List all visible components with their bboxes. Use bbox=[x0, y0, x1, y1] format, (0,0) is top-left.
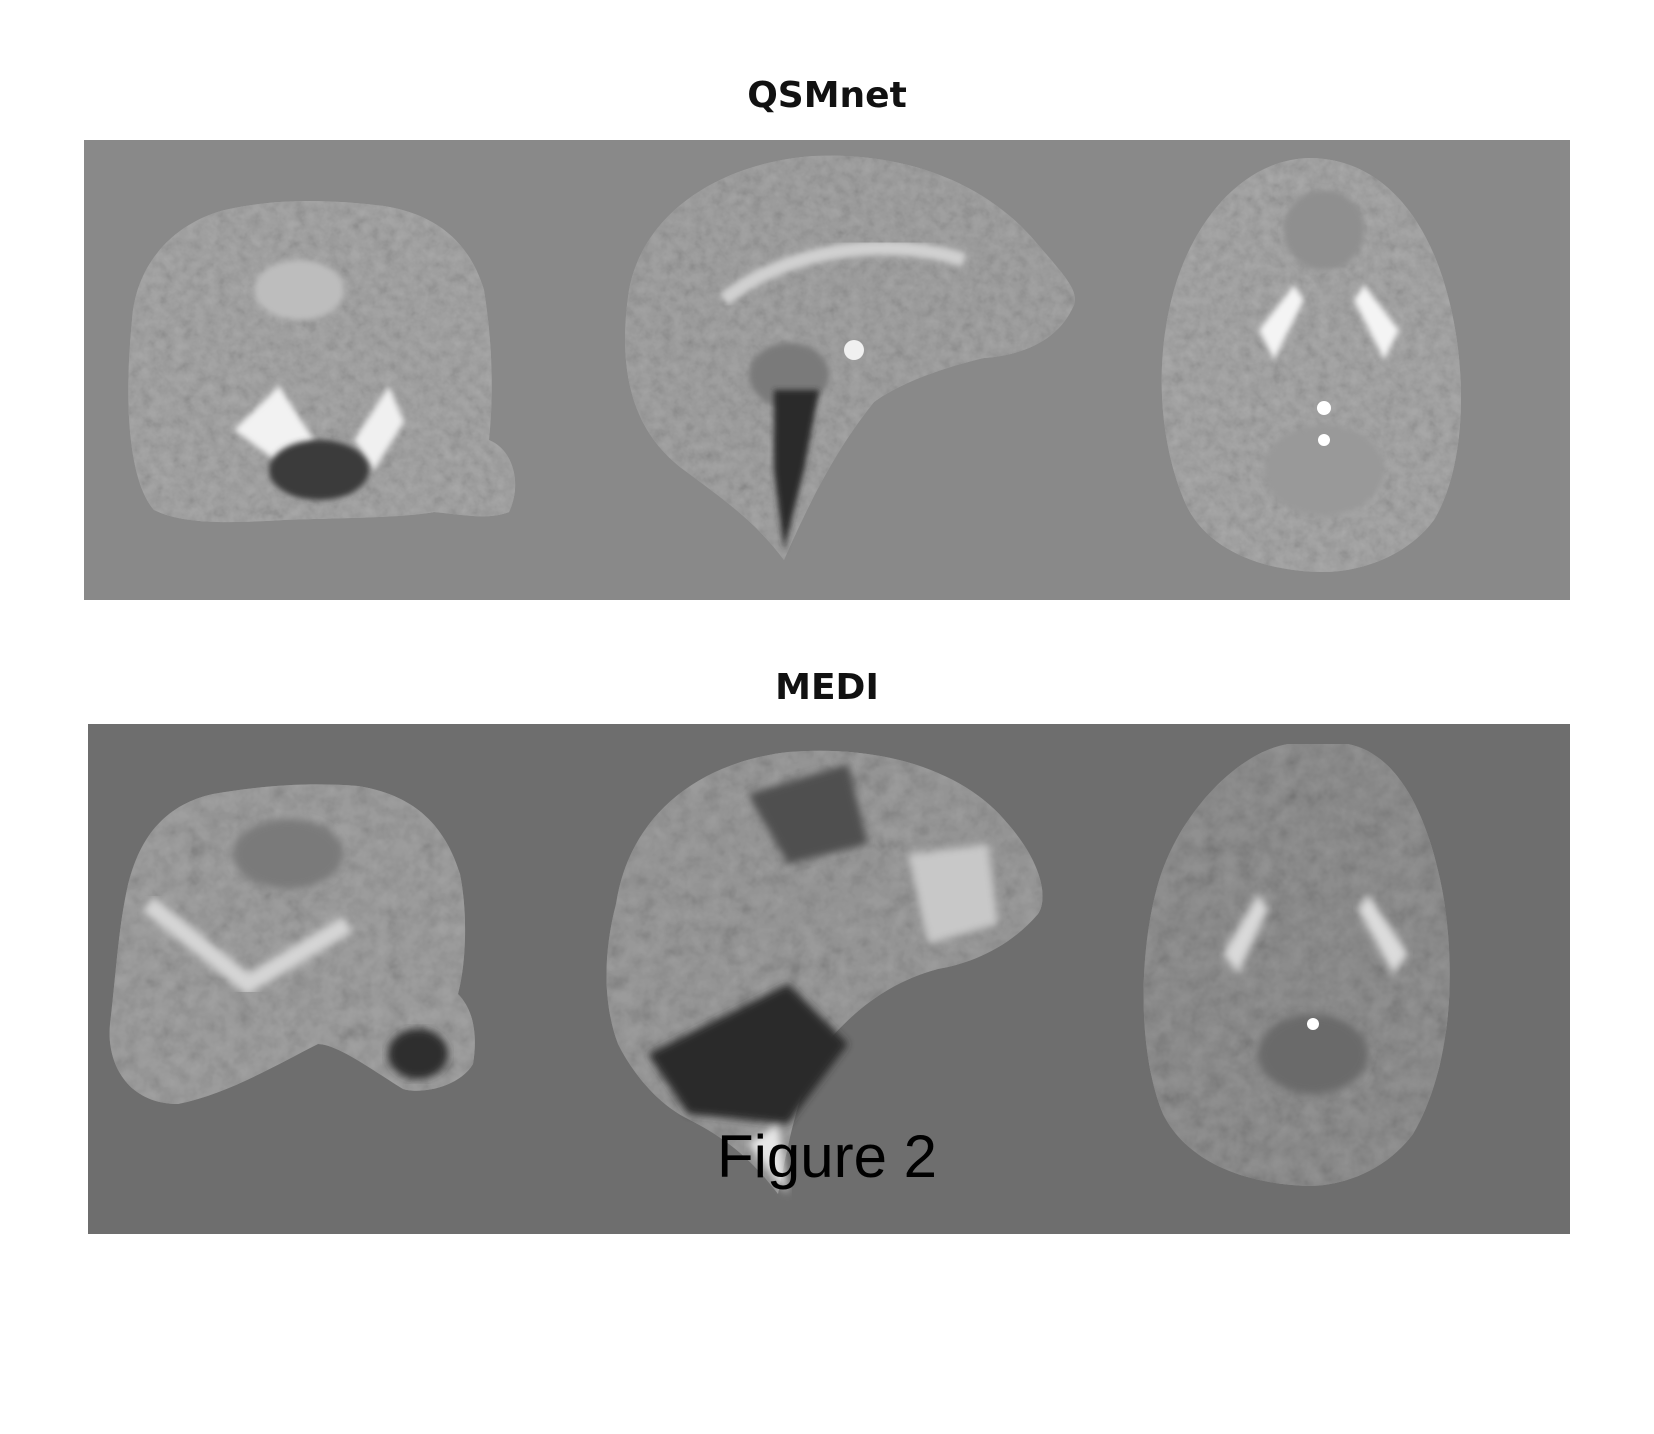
medi-image-panel bbox=[88, 724, 1570, 1234]
figure-caption: Figure 2 bbox=[716, 1123, 938, 1190]
medi-sagittal-slice bbox=[606, 750, 1043, 1194]
panel-title-qsmnet: QSMnet bbox=[747, 75, 907, 116]
medi-coronal-slice bbox=[109, 784, 475, 1104]
qsmnet-sagittal-slice bbox=[625, 155, 1075, 561]
medi-axial-slice bbox=[1143, 744, 1450, 1186]
panel-title-medi: MEDI bbox=[775, 667, 879, 708]
qsmnet-slices bbox=[128, 155, 1461, 572]
qsmnet-coronal-slice bbox=[128, 201, 516, 523]
medi-slices bbox=[109, 744, 1450, 1194]
qsmnet-axial-slice bbox=[1161, 158, 1461, 572]
qsmnet-image-panel bbox=[84, 140, 1570, 600]
